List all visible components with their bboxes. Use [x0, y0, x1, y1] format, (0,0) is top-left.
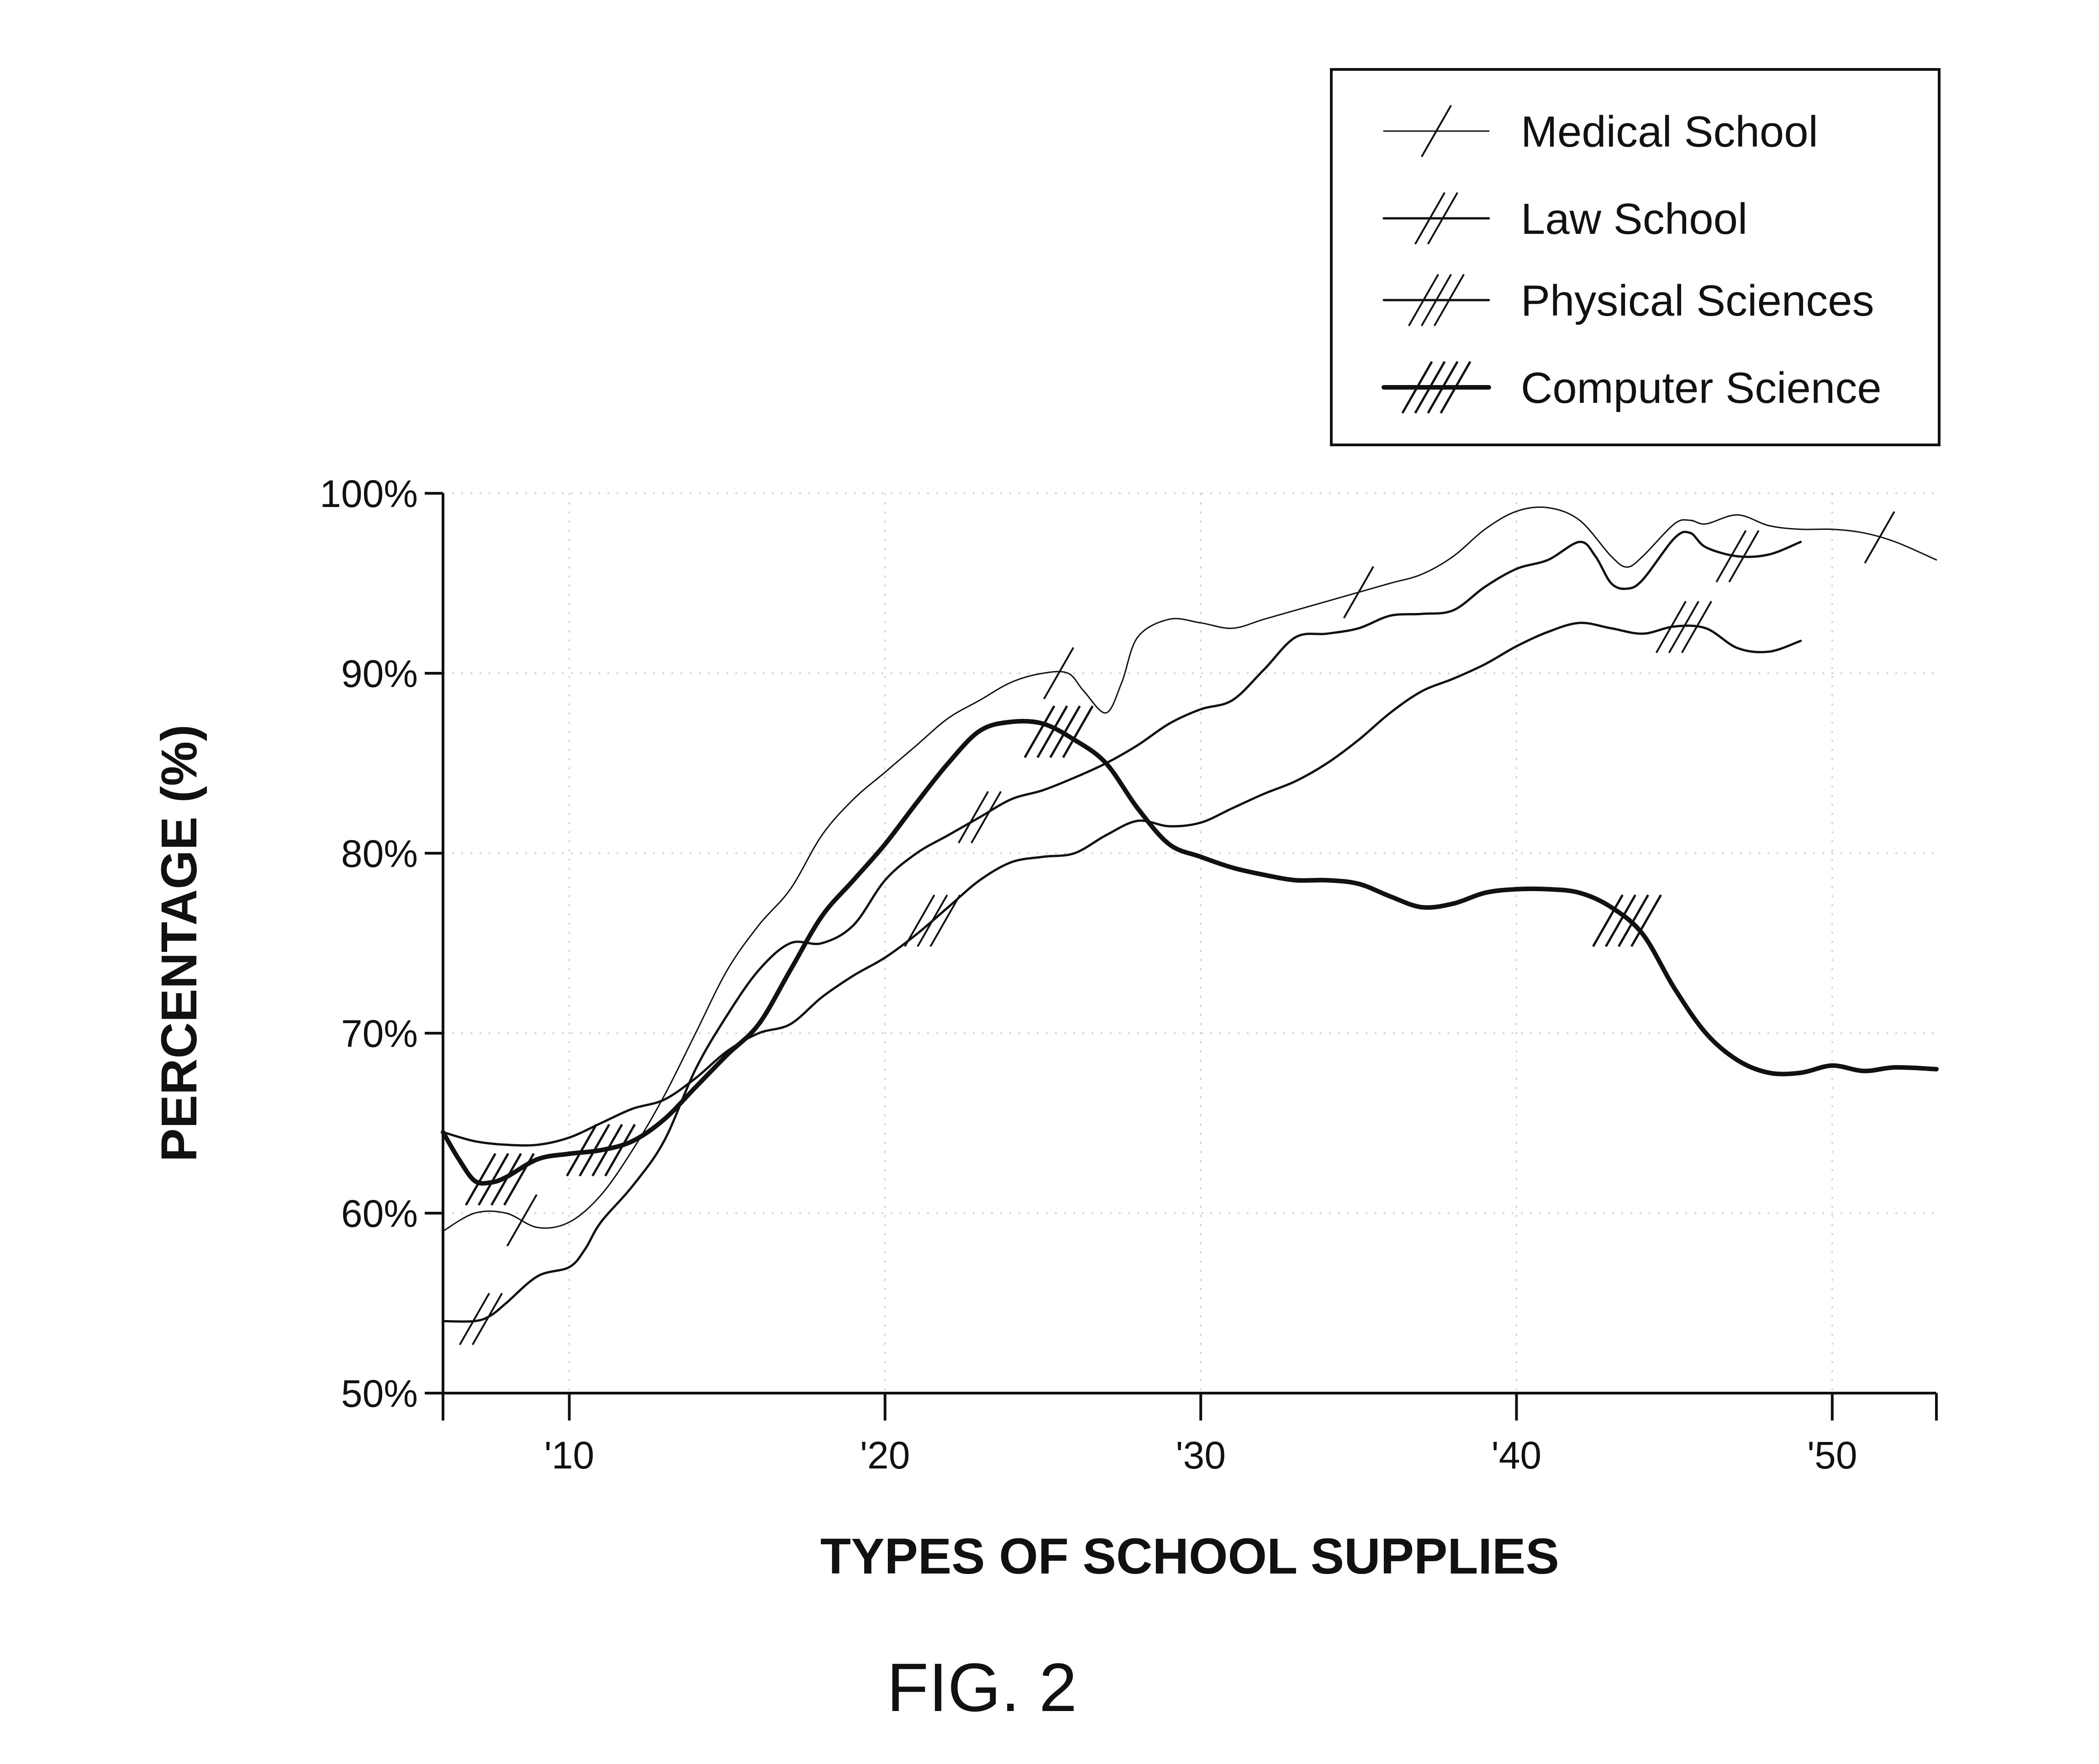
legend-swatch-marker [1401, 361, 1433, 414]
series-line-computer-science [441, 718, 1939, 1186]
series-marker-law-school [459, 1293, 490, 1346]
legend-item-computer-science: Computer Science [1382, 361, 1882, 414]
x-tick-label: '20 [860, 1434, 910, 1477]
series-line-law-school [442, 530, 1802, 1323]
figure-label: FIG. 2 [887, 1649, 1077, 1726]
series-marker-physical-sciences [929, 894, 961, 947]
series-computer-science [441, 705, 1939, 1206]
legend-swatch-marker [1433, 274, 1465, 327]
x-tick-label: '40 [1492, 1434, 1541, 1477]
legend-label: Law School [1521, 195, 1747, 243]
legend-label: Computer Science [1521, 364, 1882, 412]
series-marker-medical-school [1343, 566, 1374, 619]
legend-swatch-marker [1420, 274, 1452, 327]
series-marker-computer-science [1049, 705, 1081, 758]
series-medical-school [442, 506, 1937, 1247]
axes: 50% 60% 70% 80% 90% 100% '10 '20 '30 '40 '50 [320, 472, 1938, 1477]
legend-swatch-marker [1414, 192, 1446, 245]
legend-swatch-marker [1427, 361, 1459, 414]
y-ticks: 50% 60% 70% 80% 90% 100% [320, 472, 443, 1415]
y-axis-title: PERCENTAGE (%) [151, 724, 207, 1162]
legend: Medical School Law School Physical Science… [1330, 68, 1941, 446]
series-marker-law-school [958, 791, 989, 844]
x-tick-label: '10 [544, 1434, 594, 1477]
series-marker-computer-science [1605, 894, 1636, 947]
series-marker-computer-science [1592, 894, 1624, 947]
legend-item-medical-school: Medical School [1383, 105, 1818, 158]
legend-item-law-school: Law School [1382, 192, 1747, 245]
series-marker-physical-sciences [1681, 601, 1712, 654]
series-marker-medical-school [1043, 647, 1075, 700]
x-tick-label: '50 [1807, 1434, 1857, 1477]
series-marker-computer-science [591, 1124, 623, 1177]
x-axis-title: TYPES OF SCHOOL SUPPLIES [820, 1528, 1559, 1584]
y-tick-label: 80% [341, 832, 418, 875]
series-marker-medical-school [506, 1194, 538, 1247]
series-law-school [442, 530, 1802, 1346]
series-marker-law-school [970, 791, 1002, 844]
legend-swatch-marker [1420, 105, 1452, 158]
legend-swatch-marker [1440, 361, 1471, 414]
y-tick-label: 90% [341, 652, 418, 695]
series-line-medical-school [442, 506, 1937, 1232]
series-marker-physical-sciences [1668, 601, 1699, 654]
x-tick-label: '30 [1176, 1434, 1225, 1477]
series-marker-computer-science [490, 1153, 522, 1206]
series-marker-computer-science [464, 1153, 496, 1206]
series-marker-computer-science [1618, 894, 1649, 947]
series-marker-computer-science [477, 1153, 509, 1206]
series-marker-computer-science [566, 1124, 598, 1177]
series-marker-medical-school [1864, 511, 1895, 564]
series-marker-law-school [1728, 530, 1760, 583]
series-marker-computer-science [1023, 705, 1055, 758]
y-tick-label: 100% [320, 472, 418, 515]
gridlines [443, 492, 1936, 1393]
series-marker-computer-science [1036, 705, 1068, 758]
series-marker-computer-science [604, 1124, 636, 1177]
legend-swatch-marker [1427, 192, 1459, 245]
series-marker-computer-science [579, 1124, 611, 1177]
legend-label: Physical Sciences [1521, 276, 1874, 325]
series-layer [441, 506, 1939, 1346]
series-line-physical-sciences [442, 622, 1802, 1147]
legend-label: Medical School [1521, 107, 1818, 156]
x-ticks: '10 '20 '30 '40 '50 [442, 1393, 1938, 1477]
y-tick-label: 70% [341, 1012, 418, 1055]
series-marker-law-school [471, 1293, 503, 1346]
series-marker-physical-sciences [917, 894, 948, 947]
y-tick-label: 60% [341, 1192, 418, 1235]
series-marker-computer-science [503, 1153, 535, 1206]
legend-swatch-marker [1408, 274, 1440, 327]
series-marker-computer-science [1630, 894, 1662, 947]
series-marker-computer-science [1062, 705, 1094, 758]
series-marker-physical-sciences [1655, 601, 1687, 654]
legend-item-physical-sciences: Physical Sciences [1382, 274, 1874, 327]
series-marker-physical-sciences [904, 894, 935, 947]
legend-swatch-marker [1414, 361, 1446, 414]
y-tick-label: 50% [341, 1372, 418, 1415]
series-physical-sciences [442, 601, 1802, 1147]
series-marker-law-school [1715, 530, 1747, 583]
